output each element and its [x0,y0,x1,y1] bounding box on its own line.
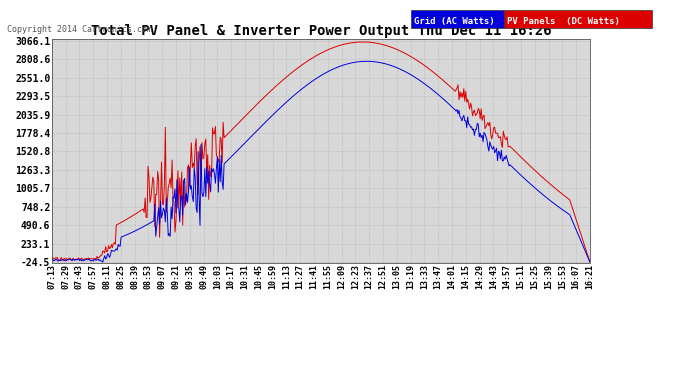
Title: Total PV Panel & Inverter Power Output Thu Dec 11 16:26: Total PV Panel & Inverter Power Output T… [90,24,551,38]
Text: Grid (AC Watts): Grid (AC Watts) [414,17,495,26]
Text: Copyright 2014 Cartronics.com: Copyright 2014 Cartronics.com [7,25,152,34]
Text: PV Panels  (DC Watts): PV Panels (DC Watts) [507,17,620,26]
